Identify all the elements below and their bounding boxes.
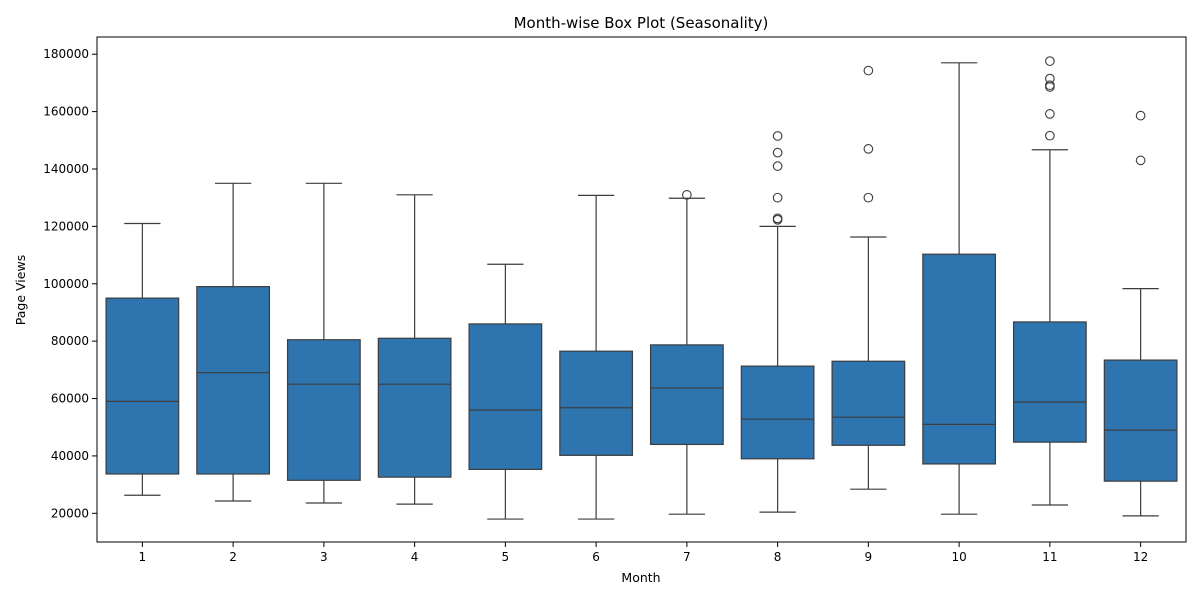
box-group-month-6 (559, 194, 634, 520)
outlier-point (772, 213, 783, 224)
box-group-month-4 (377, 194, 452, 505)
y-tick-label: 180000 (43, 47, 89, 61)
iqr-box (649, 344, 724, 446)
outlier-point (1045, 56, 1055, 66)
box-group-month-10 (922, 62, 997, 515)
y-tick-label: 60000 (51, 392, 89, 406)
x-axis-label: Month (621, 570, 660, 585)
x-tick-label: 6 (592, 550, 600, 564)
y-tick-label: 140000 (43, 162, 89, 176)
iqr-box (922, 253, 997, 465)
box-group-month-7 (649, 189, 724, 515)
x-tick-label: 12 (1133, 550, 1148, 564)
outlier-point (682, 189, 692, 200)
box-group-month-12 (1103, 110, 1178, 517)
outlier-point (772, 161, 783, 171)
box-group-month-2 (196, 182, 271, 502)
x-tick-label: 10 (951, 550, 966, 564)
x-tick-label: 8 (774, 550, 782, 564)
box-group-month-3 (286, 182, 361, 504)
y-tick-label: 20000 (51, 506, 89, 520)
outlier-point (1135, 155, 1146, 166)
iqr-box (1103, 359, 1178, 482)
iqr-box (468, 323, 543, 471)
y-tick-label: 40000 (51, 449, 89, 463)
x-tick-label: 5 (502, 550, 510, 564)
box-group-month-11 (1012, 56, 1087, 506)
outlier-point (1045, 130, 1055, 141)
x-tick-label: 11 (1042, 550, 1057, 564)
box-group-month-5 (468, 263, 543, 520)
outlier-point (772, 147, 783, 158)
plot-area: 2000040000600008000010000012000014000016… (43, 47, 1178, 564)
x-tick-label: 1 (139, 550, 147, 564)
y-tick-label: 80000 (51, 334, 89, 348)
iqr-box (831, 360, 906, 446)
outlier-point (1135, 110, 1146, 121)
y-tick-label: 120000 (43, 219, 89, 233)
iqr-box (286, 339, 361, 481)
outlier-point (772, 192, 783, 203)
x-tick-label: 2 (229, 550, 237, 564)
iqr-box (559, 350, 634, 456)
y-tick-label: 160000 (43, 105, 89, 119)
x-tick-label: 3 (320, 550, 328, 564)
box-group-month-8 (740, 131, 815, 513)
y-axis-label: Page Views (13, 255, 28, 325)
plot-frame (96, 36, 1187, 543)
outlier-point (1045, 80, 1055, 91)
outlier-point (1045, 73, 1055, 84)
x-tick-label: 7 (683, 550, 691, 564)
iqr-box (105, 297, 180, 475)
outlier-point (863, 144, 874, 154)
box-group-month-9 (831, 65, 906, 490)
outlier-point (863, 65, 874, 76)
outlier-point (772, 131, 783, 141)
outlier-point (1045, 109, 1055, 119)
iqr-box (377, 337, 452, 478)
iqr-box (196, 286, 271, 475)
y-tick-label: 100000 (43, 277, 89, 291)
x-tick-label: 9 (865, 550, 873, 564)
box-group-month-1 (105, 222, 180, 496)
chart-title: Month-wise Box Plot (Seasonality) (514, 14, 769, 32)
outlier-point (863, 192, 874, 203)
iqr-box (1012, 321, 1087, 443)
x-tick-label: 4 (411, 550, 419, 564)
iqr-box (740, 365, 815, 460)
